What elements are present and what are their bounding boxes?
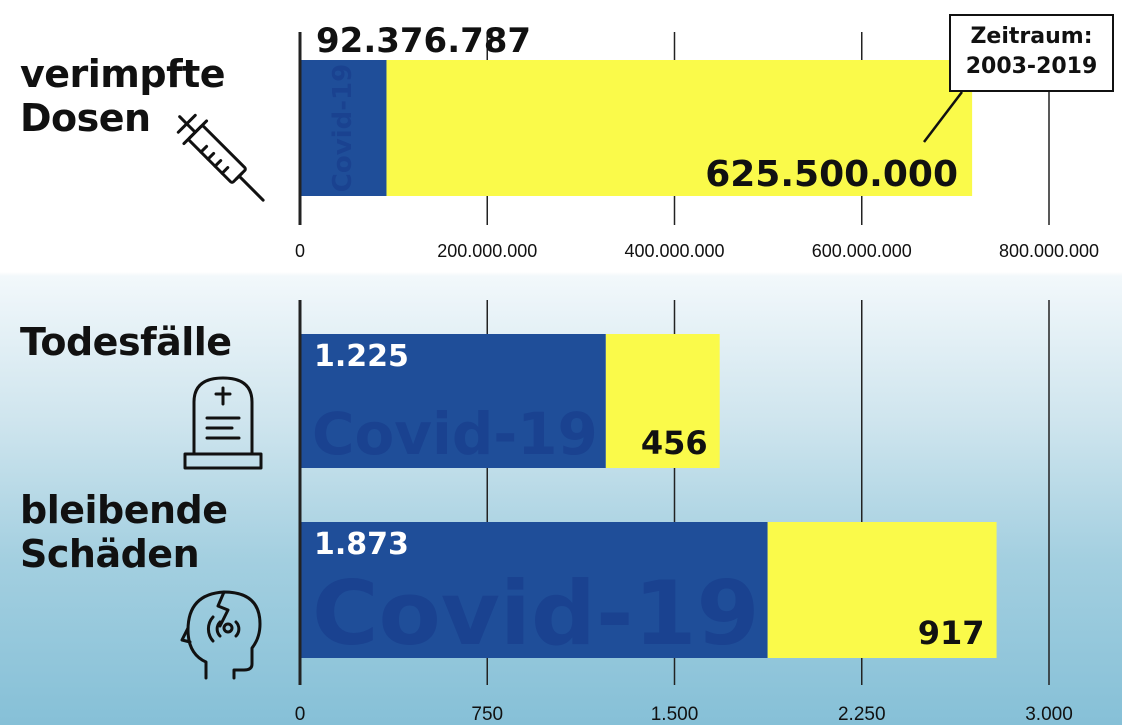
callout-line [923, 91, 963, 143]
tick-label-bottom: 3.000 [1025, 704, 1073, 725]
tick-label-bottom: 750 [471, 704, 503, 725]
data-label-other-damage: 917 [918, 614, 985, 652]
tick-label-top: 0 [295, 241, 305, 261]
watermark-covid-deaths: Covid-19 [312, 400, 598, 468]
label-damage: bleibende Schäden [20, 488, 228, 576]
tick-label-bottom: 2.250 [838, 704, 886, 725]
bar-covid-deaths [300, 334, 606, 468]
head-injury-icon [180, 590, 262, 680]
watermark-covid-damage: Covid-19 [312, 562, 760, 665]
period-note: Zeitraum: 2003-2019 [949, 14, 1114, 92]
data-label-covid-damage: 1.873 [314, 527, 409, 562]
data-label-other-deaths: 456 [641, 424, 708, 462]
gravestone-icon [183, 376, 263, 470]
watermark-covid-doses: Covid-19 [328, 64, 358, 192]
label-deaths: Todesfälle [20, 320, 232, 364]
bar-other-damage [767, 522, 997, 658]
tick-label-bottom: 0 [295, 704, 306, 725]
tick-label-bottom: 1.500 [651, 704, 699, 725]
bar-covid-doses [300, 60, 387, 196]
bar-other-doses [386, 60, 973, 196]
data-label-covid-deaths: 1.225 [314, 339, 409, 374]
bar-covid-damage [300, 522, 768, 658]
bar-other-deaths [605, 334, 720, 468]
data-label-other-doses: 625.500.000 [705, 154, 958, 195]
tick-label-top: 800.000.000 [999, 241, 1099, 261]
tick-label-top: 400.000.000 [624, 241, 724, 261]
syringe-icon [176, 113, 265, 202]
label-doses: verimpfte Dosen [20, 52, 226, 140]
tick-label-top: 200.000.000 [437, 241, 537, 261]
tick-label-top: 600.000.000 [812, 241, 912, 261]
data-label-covid-doses: 92.376.787 [316, 21, 531, 61]
